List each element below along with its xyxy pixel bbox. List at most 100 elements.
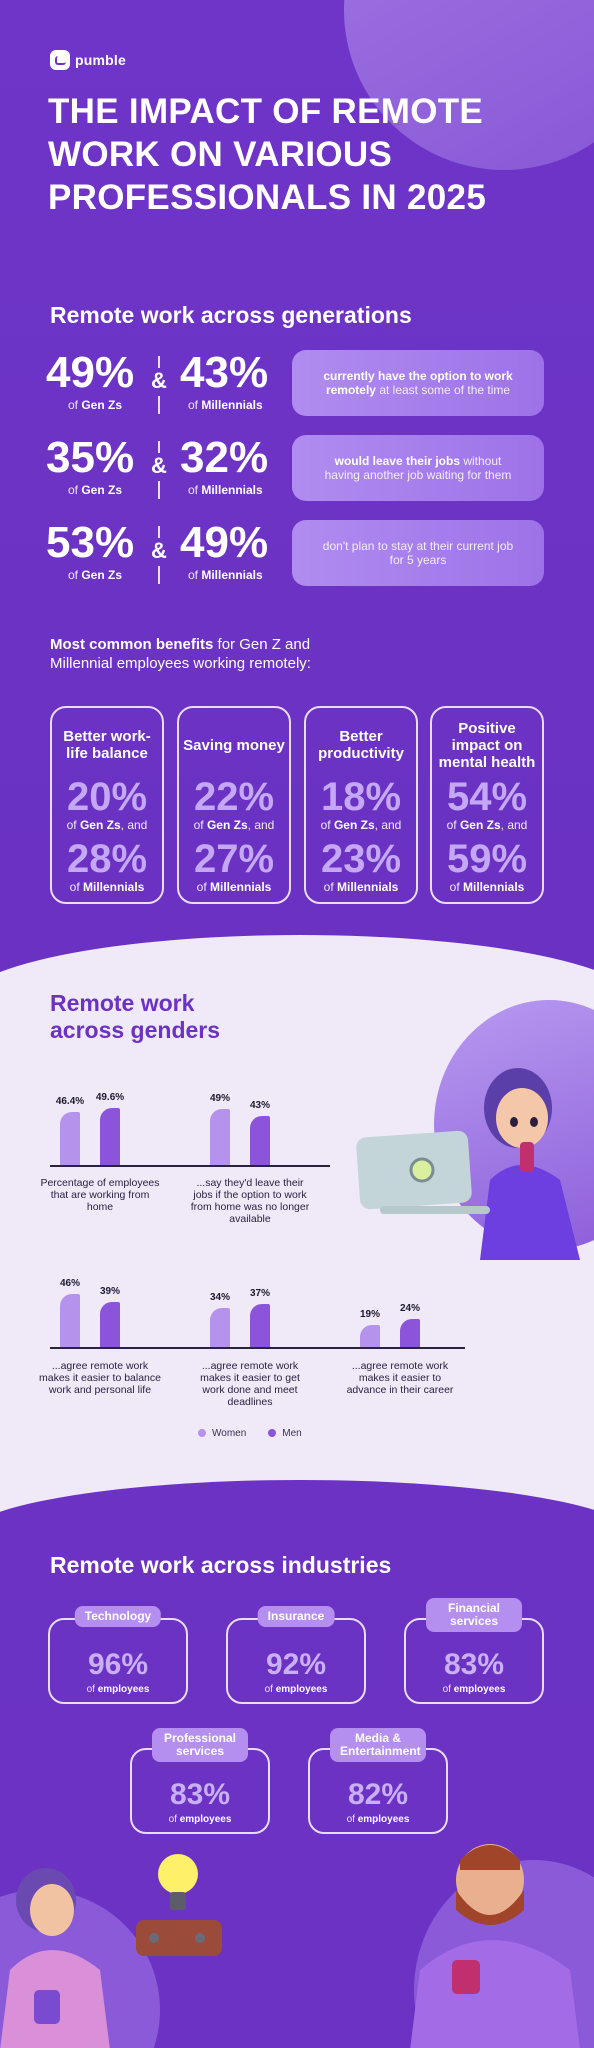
genders-heading: Remote work across genders: [50, 990, 220, 1044]
millennial-label: Millennials: [201, 483, 263, 497]
generations-heading: Remote work across generations: [50, 302, 412, 328]
woman-with-lightbulb-illustration: [0, 1854, 222, 2048]
generation-row: 53% of Gen Zs & 49% of Millennials don't plan…: [42, 520, 552, 586]
genz-label: Gen Zs: [81, 483, 123, 497]
of-label: of: [323, 880, 337, 894]
legend-men-label: Men: [282, 1428, 302, 1439]
of-label: of: [449, 880, 463, 894]
chart-baseline: [50, 1165, 330, 1167]
of-label: of: [66, 818, 80, 832]
genz-percentage: 18%: [320, 775, 402, 819]
of-label: of: [320, 818, 334, 832]
millennial-caption: of Millennials: [306, 880, 416, 894]
genz-caption: of Gen Zs: [68, 568, 122, 582]
industry-card: Professional services 83% of employees: [130, 1728, 270, 1834]
genz-caption: of Gen Zs: [68, 483, 122, 497]
industry-tag: Professional services: [152, 1728, 248, 1762]
men-bar-label: 43%: [249, 1100, 270, 1111]
of-label: of: [188, 398, 202, 412]
and-label: , and: [247, 818, 275, 832]
men-bar-label: 37%: [249, 1288, 270, 1299]
millennial-percentage: 32%: [180, 433, 269, 482]
generation-row: 35% of Gen Zs & 32% of Millennials would leav…: [42, 435, 552, 501]
women-bar: [60, 1294, 80, 1347]
generation-stat-text: would leave their jobs without having an…: [316, 454, 520, 482]
genz-caption: of Gen Zs, and: [52, 818, 162, 832]
benefit-title: Positive impact on mental health: [438, 719, 536, 771]
industry-percentage: 96%: [87, 1648, 149, 1681]
millennial-percentage: 49%: [180, 518, 269, 567]
industry-percentage: 92%: [265, 1648, 327, 1681]
legend-women-swatch: [198, 1429, 206, 1438]
chart-legend: Women Men: [198, 1428, 302, 1439]
women-bar: [360, 1325, 380, 1347]
industry-caption: of employees: [406, 1684, 542, 1695]
divider: [158, 566, 160, 584]
genz-caption: of Gen Zs, and: [432, 818, 542, 832]
women-bar-label: 46.4%: [55, 1096, 85, 1107]
men-bar-label: 39%: [99, 1286, 120, 1297]
genders-heading-line1: Remote work: [50, 990, 195, 1016]
genders-heading-line2: across genders: [50, 1017, 221, 1043]
chart-baseline: [50, 1347, 465, 1349]
men-bar-label: 24%: [399, 1303, 420, 1314]
stat-rest-text: at least some of the time: [375, 383, 511, 397]
stat-bold-text: currently have the option to work remote…: [323, 369, 513, 397]
women-bar-label: 46%: [59, 1278, 80, 1289]
stat-rest-text: don't plan to stay at their current job …: [322, 539, 514, 567]
millennial-percentage: 27%: [193, 837, 275, 881]
women-bar: [210, 1308, 230, 1347]
genz-percentage: 35%: [46, 433, 135, 482]
benefit-card: Better work-life balance 20% of Gen Zs, an…: [50, 706, 164, 904]
genz-percentage: 22%: [193, 775, 275, 819]
legend-men-swatch: [268, 1429, 277, 1438]
of-label: of: [193, 818, 207, 832]
employees-label: employees: [453, 1684, 506, 1695]
industry-percentage: 82%: [347, 1778, 409, 1811]
of-label: of: [264, 1684, 276, 1695]
of-label: of: [346, 1814, 358, 1825]
genz-caption: of Gen Zs: [68, 398, 122, 412]
divider: [158, 356, 160, 368]
genz-caption: of Gen Zs, and: [179, 818, 289, 832]
generation-stat-card: don't plan to stay at their current job …: [292, 520, 544, 586]
women-bar: [210, 1109, 230, 1165]
bearded-man-illustration: [410, 1844, 580, 2048]
genz-caption: of Gen Zs, and: [306, 818, 416, 832]
women-bar-label: 19%: [359, 1309, 380, 1320]
industry-card: Insurance 92% of employees: [226, 1606, 366, 1704]
logo-text: pumble: [75, 52, 126, 68]
industries-section-bg: [0, 1480, 594, 1600]
ampersand: &: [151, 368, 167, 393]
millennial-percentage: 23%: [320, 837, 402, 881]
of-label: of: [68, 568, 82, 582]
benefits-intro: Most common benefits for Gen Z and Mille…: [50, 635, 370, 673]
of-label: of: [188, 568, 202, 582]
employees-label: employees: [97, 1684, 150, 1695]
benefit-card: Better productivity 18% of Gen Zs, and 23% o…: [304, 706, 418, 904]
divider: [158, 441, 160, 453]
of-label: of: [86, 1684, 98, 1695]
of-label: of: [168, 1814, 180, 1825]
of-label: of: [68, 398, 82, 412]
brand-logo[interactable]: pumble: [50, 50, 126, 70]
employees-label: employees: [275, 1684, 328, 1695]
genz-label: Gen Zs: [81, 568, 123, 582]
benefit-card: Saving money 22% of Gen Zs, and 27% of Mille…: [177, 706, 291, 904]
employees-label: employees: [179, 1814, 232, 1825]
genz-label: Gen Zs: [81, 398, 123, 412]
men-bar: [250, 1116, 270, 1165]
industry-tag: Technology: [74, 1606, 162, 1627]
millennial-caption: of Millennials: [432, 880, 542, 894]
women-bar: [60, 1112, 80, 1165]
of-label: of: [68, 483, 82, 497]
of-label: of: [188, 483, 202, 497]
millennial-percentage: 59%: [446, 837, 528, 881]
industry-caption: of employees: [228, 1684, 364, 1695]
generation-row: 49% of Gen Zs & 43% of Millennials currently …: [42, 350, 552, 416]
men-bar: [100, 1108, 120, 1165]
millennial-caption: of Millennials: [188, 398, 263, 412]
generation-stat-card: would leave their jobs without having an…: [292, 435, 544, 501]
industry-tag: Financial services: [426, 1598, 522, 1632]
and-label: , and: [374, 818, 402, 832]
